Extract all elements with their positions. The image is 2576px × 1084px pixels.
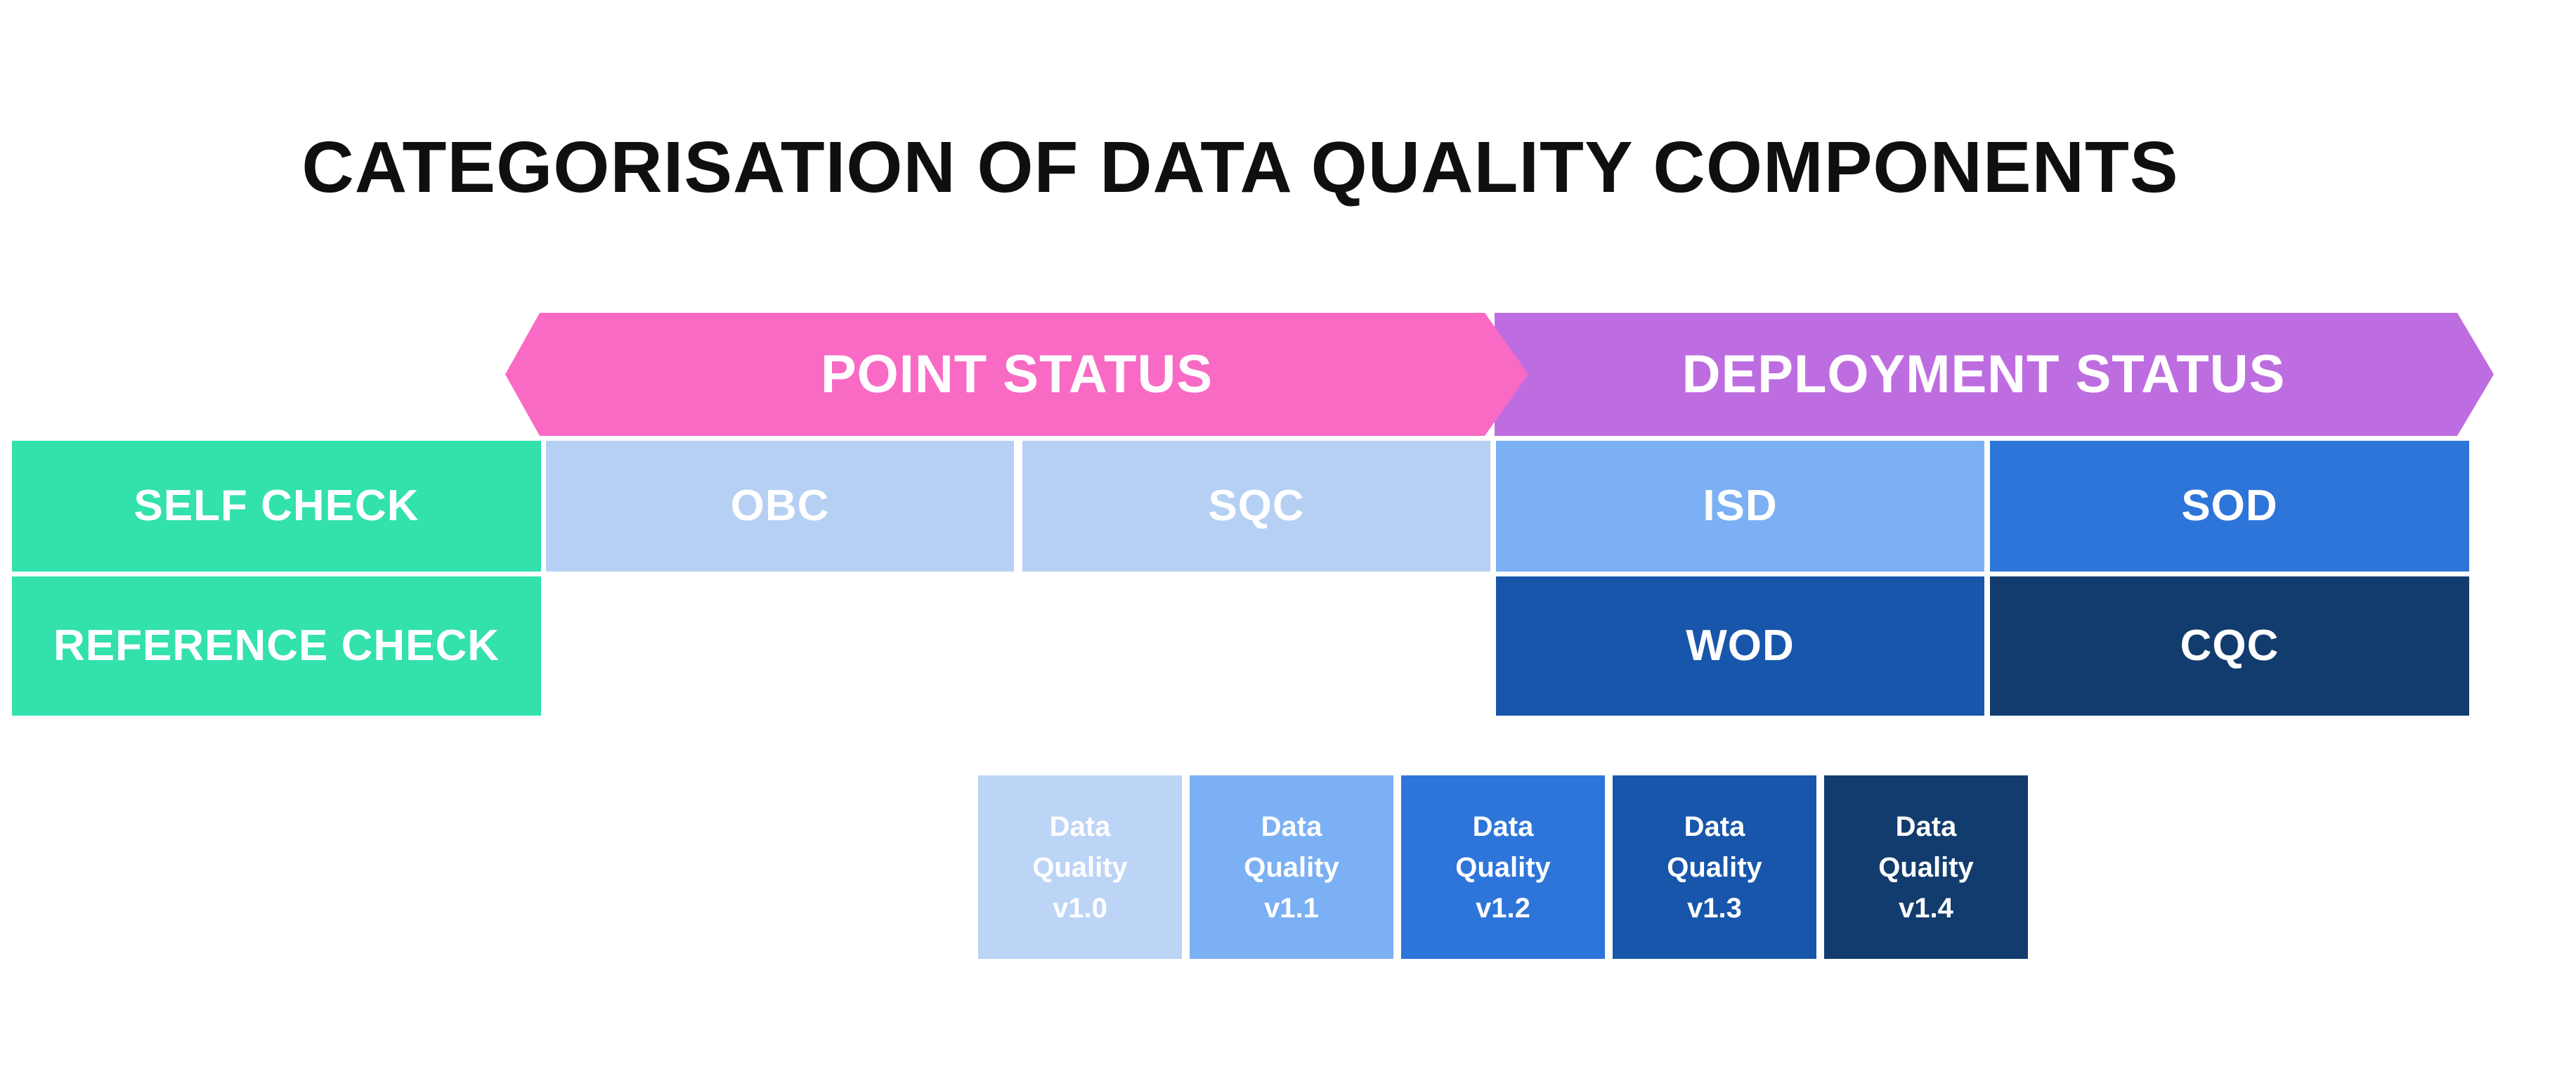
legend-item-v1-3: Data Quality v1.3 xyxy=(1613,775,1816,959)
legend-item-v1-4: Data Quality v1.4 xyxy=(1824,775,2028,959)
row-header-reference-check: REFERENCE CHECK xyxy=(12,576,541,716)
legend-v1-0-line2: Quality xyxy=(1032,851,1128,883)
cell-obc: OBC xyxy=(546,441,1014,572)
isd-label: ISD xyxy=(1703,482,1778,530)
sod-label: SOD xyxy=(2181,482,2278,530)
point-status-label: POINT STATUS xyxy=(820,344,1214,404)
cell-wod: WOD xyxy=(1496,576,1984,716)
cell-sqc: SQC xyxy=(1022,441,1490,572)
legend-item-v1-0: Data Quality v1.0 xyxy=(978,775,1182,959)
legend-v1-2-line2: Quality xyxy=(1455,851,1551,883)
legend-v1-2-line3: v1.2 xyxy=(1476,892,1530,924)
legend-v1-1-line2: Quality xyxy=(1244,851,1339,883)
legend-v1-0-line3: v1.0 xyxy=(1053,892,1107,924)
legend-v1-4-line1: Data xyxy=(1895,811,1957,842)
cell-cqc: CQC xyxy=(1990,576,2469,716)
legend-item-v1-1: Data Quality v1.1 xyxy=(1190,775,1393,959)
legend-v1-4-line3: v1.4 xyxy=(1899,892,1953,924)
legend-v1-3-line2: Quality xyxy=(1667,851,1762,883)
legend-v1-3-line1: Data xyxy=(1684,811,1745,842)
row-header-self-check: SELF CHECK xyxy=(12,441,541,572)
version-legend: Data Quality v1.0 Data Quality v1.1 Data… xyxy=(978,775,2028,959)
legend-v1-1-line3: v1.1 xyxy=(1264,892,1319,924)
cell-sod: SOD xyxy=(1990,441,2469,572)
reference-check-label: REFERENCE CHECK xyxy=(53,621,500,670)
obc-label: OBC xyxy=(730,482,830,530)
page-title: CATEGORISATION OF DATA QUALITY COMPONENT… xyxy=(301,127,2179,207)
deployment-status-label: DEPLOYMENT STATUS xyxy=(1681,344,2286,404)
deployment-status-banner: DEPLOYMENT STATUS xyxy=(1495,313,2494,436)
self-check-label: SELF CHECK xyxy=(134,482,419,530)
wod-label: WOD xyxy=(1686,621,1795,670)
point-status-banner: POINT STATUS xyxy=(505,313,1528,436)
cqc-label: CQC xyxy=(2180,621,2279,670)
legend-v1-0-line1: Data xyxy=(1049,811,1111,842)
legend-v1-3-line3: v1.3 xyxy=(1687,892,1742,924)
legend-item-v1-2: Data Quality v1.2 xyxy=(1401,775,1605,959)
legend-v1-4-line2: Quality xyxy=(1878,851,1974,883)
legend-v1-1-line1: Data xyxy=(1261,811,1322,842)
sqc-label: SQC xyxy=(1208,482,1305,530)
legend-v1-2-line1: Data xyxy=(1472,811,1534,842)
cell-isd: ISD xyxy=(1496,441,1984,572)
